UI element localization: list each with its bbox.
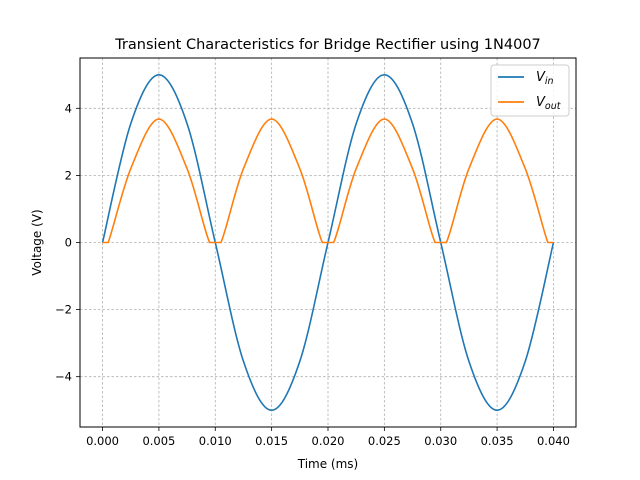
x-tick-label: 0.035 (481, 434, 514, 448)
x-tick-label: 0.030 (424, 434, 457, 448)
legend-label-base: V (536, 70, 546, 85)
x-axis-label: Time (ms) (297, 457, 359, 471)
y-tick-label: 2 (65, 168, 72, 182)
x-tick-label: 0.025 (368, 434, 401, 448)
y-tick-label: −4 (55, 370, 72, 384)
x-tick-label: 0.040 (537, 434, 570, 448)
x-tick-label: 0.010 (199, 434, 232, 448)
legend-label: Vout (536, 95, 562, 112)
legend-label-subscript: in (545, 76, 554, 87)
series-group (101, 73, 555, 412)
chart-title: Transient Characteristics for Bridge Rec… (114, 37, 541, 53)
y-tick-label: −2 (55, 303, 72, 317)
series-line-vout (102, 118, 554, 244)
y-tick-label: 0 (65, 236, 72, 250)
x-tick-label: 0.020 (312, 434, 345, 448)
x-axis: 0.000 0.005 0.010 0.015 0.020 0.025 0.030 0.035… (86, 427, 570, 448)
x-tick-label: 0.015 (255, 434, 288, 448)
y-axis: −4 −2 0 2 4 (55, 101, 80, 384)
legend-label-base: V (536, 95, 546, 110)
x-tick-label: 0.005 (142, 434, 175, 448)
legend-label-subscript: out (545, 101, 562, 112)
y-axis-label: Voltage (V) (30, 209, 44, 275)
legend-label: Vin (536, 70, 554, 87)
x-tick-label: 0.000 (86, 434, 119, 448)
y-tick-label: 4 (65, 101, 72, 115)
